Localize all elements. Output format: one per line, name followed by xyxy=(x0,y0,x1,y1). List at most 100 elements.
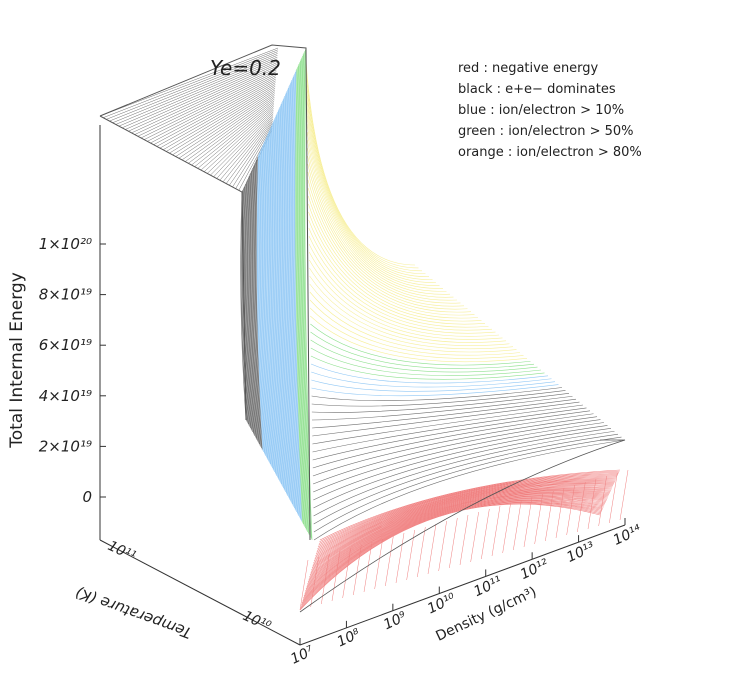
mesh-line xyxy=(545,490,554,542)
mesh-line xyxy=(251,167,258,441)
mesh-line xyxy=(310,339,538,373)
mesh-line xyxy=(318,473,619,546)
mesh-line xyxy=(288,84,296,510)
mesh-line xyxy=(308,219,486,325)
mesh-line xyxy=(203,107,274,172)
mesh-line xyxy=(281,99,289,498)
mesh-line xyxy=(587,478,597,530)
axes: 1×10²⁰ 8×10¹⁹ 6×10¹⁹ 4×10¹⁹ 2×10¹⁹ 0 10⁷ 10⁸ 10⁹… xyxy=(39,125,644,668)
mesh-line xyxy=(219,117,274,181)
mesh-line xyxy=(427,523,437,575)
mesh-line xyxy=(307,179,468,310)
mesh-line xyxy=(309,291,517,353)
mesh-line xyxy=(310,488,611,574)
mesh-line xyxy=(307,195,475,316)
mesh-line xyxy=(577,481,586,533)
mesh-line xyxy=(301,501,602,605)
mesh-line xyxy=(304,496,606,593)
mesh-line xyxy=(312,485,613,567)
z-tick-label: 8×10¹⁹ xyxy=(39,286,92,304)
mesh-line xyxy=(140,71,277,139)
mesh-line xyxy=(298,60,307,530)
surface-outline xyxy=(99,44,311,541)
mesh-line xyxy=(273,116,281,483)
mesh-line xyxy=(263,139,271,465)
mesh-line xyxy=(268,127,276,474)
mesh-line xyxy=(307,155,458,301)
mesh-line xyxy=(481,508,490,560)
mesh-line xyxy=(290,79,298,514)
mesh-line xyxy=(609,472,618,524)
mesh-line xyxy=(250,169,257,439)
mesh-line xyxy=(282,97,290,499)
mesh-line xyxy=(313,483,614,563)
mesh-line xyxy=(395,532,405,584)
mesh-line xyxy=(300,55,309,534)
mesh-line xyxy=(313,436,622,533)
mesh-line xyxy=(491,505,501,557)
mesh-line xyxy=(274,115,282,485)
mesh-line xyxy=(166,86,276,152)
mesh-line xyxy=(311,387,563,401)
mesh-line xyxy=(308,203,479,319)
mesh-line xyxy=(312,419,601,485)
mesh-line xyxy=(299,59,308,531)
mesh-line xyxy=(134,67,277,135)
z-tick-label: 4×10¹⁹ xyxy=(39,387,92,405)
mesh-line xyxy=(297,63,305,527)
mesh-line xyxy=(307,493,608,584)
z-tick-label: 2×10¹⁹ xyxy=(39,437,92,455)
mesh-line xyxy=(308,491,610,579)
mesh-line xyxy=(153,78,276,145)
mesh-line xyxy=(197,104,275,169)
mesh-line xyxy=(307,147,454,298)
mesh-line xyxy=(438,520,447,572)
mesh-line xyxy=(265,135,272,467)
mesh-line xyxy=(312,407,587,453)
mesh-line xyxy=(306,83,426,275)
mesh-line xyxy=(272,119,280,481)
mesh-line xyxy=(363,541,373,593)
mesh-line xyxy=(125,62,278,130)
mesh-line xyxy=(241,190,248,422)
mesh-line xyxy=(304,497,605,595)
mesh-line xyxy=(128,64,277,132)
mesh-line xyxy=(252,164,259,443)
mesh-line xyxy=(156,80,276,147)
mesh-line xyxy=(175,91,275,157)
mesh-line xyxy=(310,355,545,380)
mesh-line xyxy=(449,517,458,569)
mesh-line xyxy=(310,363,549,384)
mesh-line xyxy=(281,100,289,497)
x-tick-label: 10¹³ xyxy=(564,539,597,566)
chart-title: Ye=0.2 xyxy=(210,56,281,80)
x-tick-label: 10¹⁰ xyxy=(425,590,458,617)
mesh-line xyxy=(270,124,278,477)
mesh-line xyxy=(314,481,615,560)
mesh-line xyxy=(309,490,610,577)
mesh-line xyxy=(260,147,267,458)
mesh-line xyxy=(106,51,278,120)
legend-item-red: red : negative energy xyxy=(458,61,599,76)
y-tick-label: 10¹⁰ xyxy=(240,608,273,635)
mesh-line xyxy=(318,471,620,544)
mesh-line xyxy=(273,118,281,482)
mesh-line xyxy=(312,410,591,461)
mesh-line xyxy=(311,486,613,569)
mesh-line xyxy=(316,477,617,553)
legend: red : negative energy black : e+e− domina… xyxy=(458,61,642,160)
mesh-line xyxy=(312,401,580,437)
mesh-line xyxy=(315,479,616,557)
mesh-line xyxy=(308,251,500,337)
mesh-line xyxy=(242,187,249,425)
mesh-line xyxy=(303,499,604,598)
mesh-line xyxy=(300,57,308,533)
mesh-line xyxy=(191,100,275,166)
mesh-line xyxy=(311,379,556,392)
mesh-line xyxy=(306,494,608,586)
mesh-line xyxy=(298,62,306,529)
mesh-line xyxy=(313,430,615,517)
mesh-line xyxy=(309,299,521,356)
mesh-line xyxy=(287,86,295,509)
mesh-line xyxy=(331,550,341,602)
